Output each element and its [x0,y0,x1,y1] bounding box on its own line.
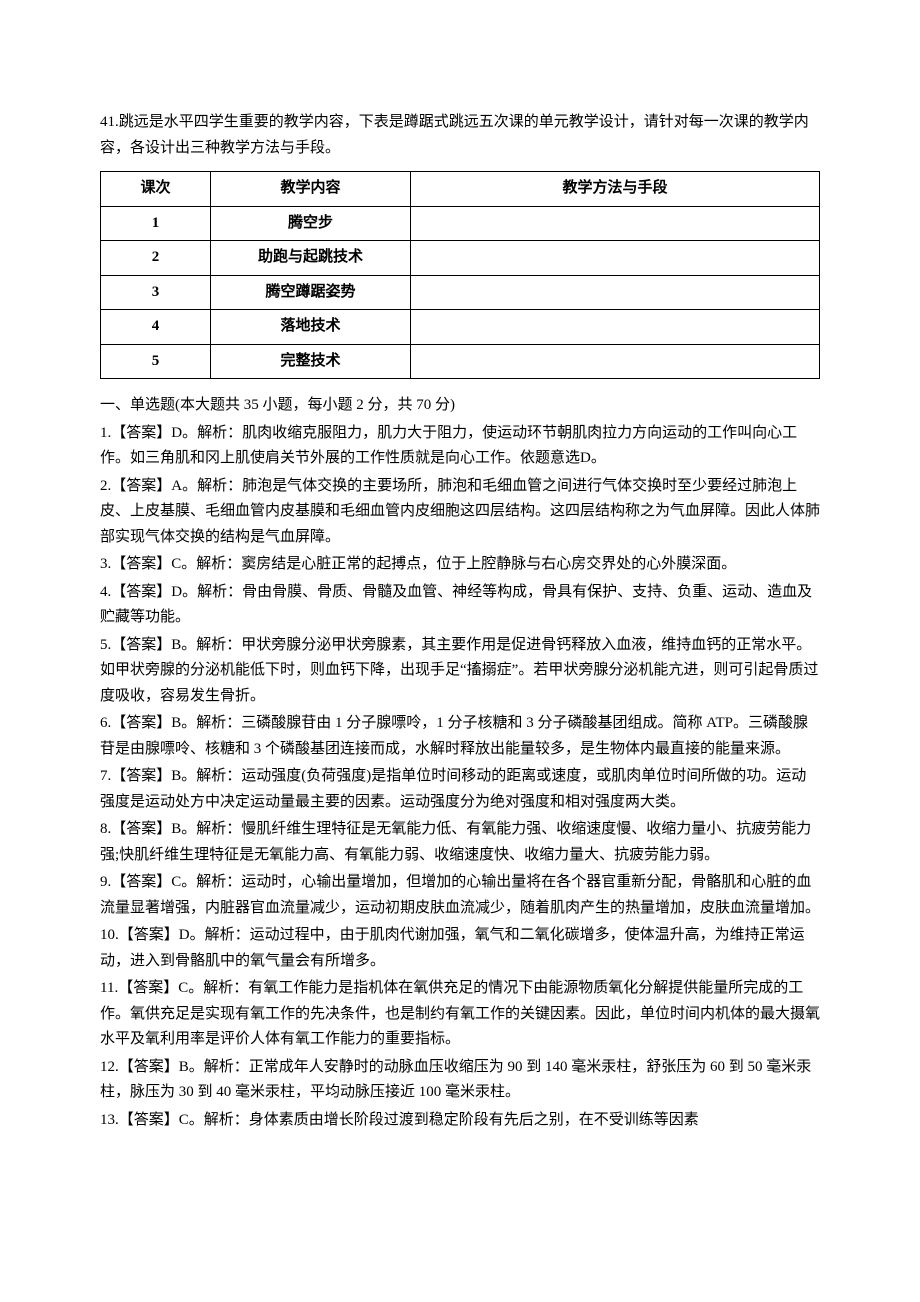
answer-text: 解析：甲状旁腺分泌甲状旁腺素，其主要作用是促进骨钙释放入血液，维持血钙的正常水平… [100,637,818,704]
cell-method [411,344,820,379]
answer-item: 1.【答案】D。解析：肌肉收缩克服阻力，肌力大于阻力，使运动环节朝肌肉拉力方向运… [100,421,820,472]
table-header-row: 课次 教学内容 教学方法与手段 [101,172,820,207]
answer-text: 解析：运动时，心输出量增加，但增加的心输出量将在各个器官重新分配，骨骼肌和心脏的… [100,874,820,916]
answer-item: 12.【答案】B。解析：正常成年人安静时的动脉血压收缩压为 90 到 140 毫… [100,1055,820,1106]
q41-table: 课次 教学内容 教学方法与手段 1腾空步2助跑与起跳技术3腾空蹲踞姿势4落地技术… [100,171,820,379]
answer-text: 解析：慢肌纤维生理特征是无氧能力低、有氧能力强、收缩速度慢、收缩力量小、抗疲劳能… [100,821,811,863]
cell-course-num: 2 [101,241,211,276]
table-row: 2助跑与起跳技术 [101,241,820,276]
answer-num: 1. [100,425,111,441]
answer-item: 11.【答案】C。解析：有氧工作能力是指机体在氧供充足的情况下由能源物质氧化分解… [100,976,820,1053]
answer-num: 13. [100,1112,119,1128]
answer-num: 12. [100,1059,119,1075]
answer-label: 【答案】D。 [111,425,197,441]
answer-item: 8.【答案】B。解析：慢肌纤维生理特征是无氧能力低、有氧能力强、收缩速度慢、收缩… [100,817,820,868]
answer-text: 解析：运动过程中，由于肌肉代谢加强，氧气和二氧化碳增多，使体温升高，为维持正常运… [100,927,805,969]
answer-label: 【答案】C。 [119,1112,204,1128]
answer-num: 2. [100,478,111,494]
answer-num: 10. [100,927,119,943]
answer-label: 【答案】C。 [111,874,196,890]
answer-num: 4. [100,584,111,600]
answer-item: 3.【答案】C。解析：窦房结是心脏正常的起搏点，位于上腔静脉与右心房交界处的心外… [100,552,820,578]
answer-item: 7.【答案】B。解析：运动强度(负荷强度)是指单位时间移动的距离或速度，或肌肉单… [100,764,820,815]
th-method: 教学方法与手段 [411,172,820,207]
cell-course-num: 3 [101,275,211,310]
answer-label: 【答案】B。 [111,637,196,653]
answer-label: 【答案】B。 [111,715,196,731]
answer-num: 11. [100,980,118,996]
answer-text: 解析：窦房结是心脏正常的起搏点，位于上腔静脉与右心房交界处的心外膜深面。 [196,556,736,572]
table-row: 1腾空步 [101,206,820,241]
answer-num: 9. [100,874,111,890]
answer-text: 解析：肺泡是气体交换的主要场所，肺泡和毛细血管之间进行气体交换时至少要经过肺泡上… [100,478,820,545]
cell-content: 完整技术 [211,344,411,379]
table-row: 4落地技术 [101,310,820,345]
cell-course-num: 1 [101,206,211,241]
answer-item: 10.【答案】D。解析：运动过程中，由于肌肉代谢加强，氧气和二氧化碳增多，使体温… [100,923,820,974]
answer-label: 【答案】C。 [118,980,203,996]
cell-content: 落地技术 [211,310,411,345]
answer-num: 7. [100,768,111,784]
cell-method [411,241,820,276]
answer-text: 解析：骨由骨膜、骨质、骨髓及血管、神经等构成，骨具有保护、支持、负重、运动、造血… [100,584,812,626]
cell-course-num: 5 [101,344,211,379]
answer-label: 【答案】B。 [111,821,196,837]
answer-item: 4.【答案】D。解析：骨由骨膜、骨质、骨髓及血管、神经等构成，骨具有保护、支持、… [100,580,820,631]
answer-item: 2.【答案】A。解析：肺泡是气体交换的主要场所，肺泡和毛细血管之间进行气体交换时… [100,474,820,551]
table-row: 5完整技术 [101,344,820,379]
cell-content: 腾空步 [211,206,411,241]
answer-label: 【答案】D。 [111,584,197,600]
answer-text: 解析：肌肉收缩克服阻力，肌力大于阻力，使运动环节朝肌肉拉力方向运动的工作叫向心工… [100,425,797,467]
answer-label: 【答案】B。 [119,1059,204,1075]
cell-method [411,206,820,241]
answer-text: 解析：正常成年人安静时的动脉血压收缩压为 90 到 140 毫米汞柱，舒张压为 … [100,1059,811,1101]
q41-intro: 41.跳远是水平四学生重要的教学内容，下表是蹲踞式跳远五次课的单元教学设计，请针… [100,110,820,161]
cell-course-num: 4 [101,310,211,345]
answer-item: 9.【答案】C。解析：运动时，心输出量增加，但增加的心输出量将在各个器官重新分配… [100,870,820,921]
answer-num: 8. [100,821,111,837]
section-header: 一、单选题(本大题共 35 小题，每小题 2 分，共 70 分) [100,393,820,419]
table-row: 3腾空蹲踞姿势 [101,275,820,310]
answer-num: 3. [100,556,111,572]
answer-text: 解析：运动强度(负荷强度)是指单位时间移动的距离或速度，或肌肉单位时间所做的功。… [100,768,806,810]
answer-num: 6. [100,715,111,731]
answer-num: 5. [100,637,111,653]
answer-item: 5.【答案】B。解析：甲状旁腺分泌甲状旁腺素，其主要作用是促进骨钙释放入血液，维… [100,633,820,710]
th-course-num: 课次 [101,172,211,207]
answer-item: 6.【答案】B。解析：三磷酸腺苷由 1 分子腺嘌呤，1 分子核糖和 3 分子磷酸… [100,711,820,762]
answer-item: 13.【答案】C。解析：身体素质由增长阶段过渡到稳定阶段有先后之别，在不受训练等… [100,1108,820,1134]
answer-label: 【答案】D。 [119,927,205,943]
answer-label: 【答案】A。 [111,478,197,494]
answer-text: 解析：有氧工作能力是指机体在氧供充足的情况下由能源物质氧化分解提供能量所完成的工… [100,980,820,1047]
answer-label: 【答案】B。 [111,768,196,784]
th-content: 教学内容 [211,172,411,207]
cell-content: 助跑与起跳技术 [211,241,411,276]
answer-label: 【答案】C。 [111,556,196,572]
cell-content: 腾空蹲踞姿势 [211,275,411,310]
cell-method [411,310,820,345]
answer-text: 解析：身体素质由增长阶段过渡到稳定阶段有先后之别，在不受训练等因素 [204,1112,699,1128]
answer-text: 解析：三磷酸腺苷由 1 分子腺嘌呤，1 分子核糖和 3 分子磷酸基团组成。简称 … [100,715,808,757]
cell-method [411,275,820,310]
